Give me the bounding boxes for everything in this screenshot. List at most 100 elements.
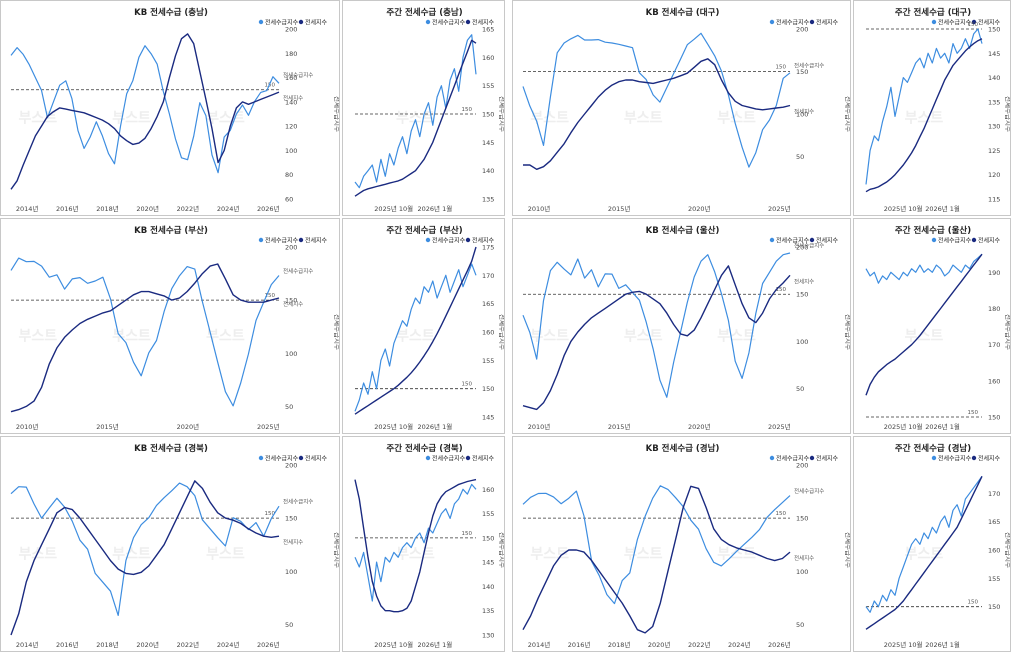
watermark-text: 부스트 [396, 111, 435, 127]
x-tick-label: 2014년 [16, 204, 39, 213]
watermark-text: 부스트 [206, 111, 245, 127]
x-tick-label: 2026년 1월 [925, 640, 960, 649]
main-chart-panel: KB 전세수급 (부산) 전세수급지수 전세지수 부스트 부스트 부스트 50 100 150 2… [0, 218, 340, 434]
x-tick-label: 2020년 [688, 204, 711, 213]
y-axis-label: 전세수급지수 [498, 532, 505, 568]
y-tick-label: 200 [285, 244, 297, 252]
y-tick-label: 145 [482, 559, 494, 567]
y-tick-label: 130 [482, 632, 494, 640]
weekly-chart-panel: 주간 전세수급 (부산) 전세수급지수 전세지수 부스트 145 150 155 160 165… [342, 218, 505, 434]
y-tick-label: 145 [482, 139, 494, 147]
x-tick-label: 2016년 [56, 204, 79, 213]
x-tick-label: 2025년 [768, 422, 791, 431]
y-axis-label: 전세수급지수 [333, 532, 340, 568]
y-tick-label: 80 [285, 171, 293, 179]
legend-label-supply: 전세수급지수 [432, 237, 466, 245]
x-tick-label: 2026년 [257, 204, 280, 213]
x-tick-label: 2025년 10월 [884, 640, 923, 649]
legend-label-supply: 전세수급지수 [432, 455, 466, 463]
y-axis-label: 전세수급지수 [844, 532, 851, 568]
y-tick-label: 160 [482, 329, 494, 337]
series-line-supply [865, 253, 983, 284]
legend-label-jeonse: 전세지수 [472, 237, 495, 245]
watermark-text: 부스트 [717, 329, 756, 345]
y-axis-label: 전세수급지수 [1004, 96, 1011, 132]
series-line-supply [10, 45, 280, 174]
y-tick-label: 200 [796, 26, 808, 34]
x-tick-label: 2018년 [608, 640, 631, 649]
y-tick-label: 200 [285, 26, 297, 34]
weekly-chart-panel: 주간 전세수급 (경남) 전세수급지수 전세지수 부스트 150 155 160 165 170… [853, 436, 1011, 652]
y-tick-label: 165 [482, 26, 494, 34]
series-line-supply [522, 32, 791, 168]
chart-svg: 주간 전세수급 (충남)전세수급지수 전세지수부스트135140145150155… [354, 7, 505, 213]
legend-label-jeonse: 전세지수 [978, 19, 1001, 27]
x-tick-label: 2010년 [16, 422, 39, 431]
series-line-supply [865, 28, 983, 185]
legend-label-jeonse: 전세지수 [978, 237, 1001, 245]
series-line-supply [522, 485, 791, 605]
main-chart-panel: KB 전세수급 (대구) 전세수급지수 전세지수 부스트 부스트 부스트 50 100 150 2… [512, 0, 851, 216]
x-tick-label: 2025년 [768, 204, 791, 213]
reference-line-label: 150 [968, 600, 979, 606]
x-tick-label: 2024년 [728, 640, 751, 649]
y-tick-label: 50 [285, 403, 293, 411]
y-tick-label: 140 [482, 167, 494, 175]
y-tick-label: 200 [285, 462, 297, 470]
watermark-text: 부스트 [717, 111, 756, 127]
y-tick-label: 100 [796, 568, 808, 576]
y-tick-label: 50 [796, 385, 804, 393]
weekly-chart-panel: 주간 전세수급 (충남) 전세수급지수 전세지수 부스트 135 140 145 150 155… [342, 0, 505, 216]
legend-label-jeonse: 전세지수 [305, 237, 328, 245]
chart-svg: 주간 전세수급 (부산)전세수급지수 전세지수부스트145150155160165… [354, 225, 505, 431]
chart-svg: 주간 전세수급 (경북)전세수급지수 전세지수부스트130135140145150… [354, 443, 505, 649]
legend-marker-supply [931, 19, 937, 25]
y-tick-label: 150 [482, 534, 494, 542]
x-tick-label: 2022년 [177, 204, 200, 213]
y-tick-label: 150 [285, 297, 297, 305]
y-tick-label: 135 [988, 98, 1000, 106]
chart-title: KB 전세수급 (울산) [646, 225, 720, 236]
y-tick-label: 100 [796, 338, 808, 346]
reference-line-label: 150 [968, 410, 979, 416]
reference-line-label: 150 [265, 511, 276, 517]
x-tick-label: 2016년 [56, 640, 79, 649]
series-line-jeonse [522, 485, 791, 634]
y-tick-label: 180 [988, 305, 1000, 313]
y-tick-label: 150 [796, 291, 808, 299]
series-line-jeonse [354, 39, 477, 197]
legend-marker-supply [425, 237, 431, 243]
series-line-jeonse [354, 246, 477, 415]
end-label-supply: 전세수급지수 [283, 71, 313, 79]
x-tick-label: 2018년 [96, 640, 119, 649]
y-tick-label: 155 [482, 82, 494, 90]
y-tick-label: 165 [988, 518, 1000, 526]
x-tick-label: 2025년 10월 [374, 204, 413, 213]
legend-marker-supply [425, 19, 431, 25]
reference-line-label: 150 [462, 382, 473, 388]
reference-line-label: 150 [776, 65, 787, 71]
y-axis-label: 전세수급지수 [498, 314, 505, 350]
reference-line-label: 150 [776, 287, 787, 293]
reference-line-label: 150 [265, 83, 276, 89]
reference-line-label: 150 [462, 531, 473, 537]
x-tick-label: 2025년 10월 [374, 422, 413, 431]
y-tick-label: 120 [285, 123, 297, 131]
y-tick-label: 150 [482, 385, 494, 393]
y-tick-label: 200 [796, 244, 808, 252]
x-tick-label: 2014년 [16, 640, 39, 649]
legend-marker-supply [425, 455, 431, 461]
end-label-jeonse: 전세지수 [794, 277, 814, 285]
reference-line-label: 150 [462, 107, 473, 113]
y-tick-label: 50 [796, 153, 804, 161]
end-label-jeonse: 전세지수 [283, 300, 303, 308]
legend-marker-supply [931, 237, 937, 243]
end-label-supply: 전세수급지수 [794, 487, 824, 495]
series-line-supply [354, 263, 477, 412]
legend-label-jeonse: 전세지수 [305, 19, 328, 27]
y-axis-label: 전세수급지수 [498, 96, 505, 132]
legend-marker-supply [258, 19, 264, 25]
watermark-text: 부스트 [112, 547, 151, 563]
